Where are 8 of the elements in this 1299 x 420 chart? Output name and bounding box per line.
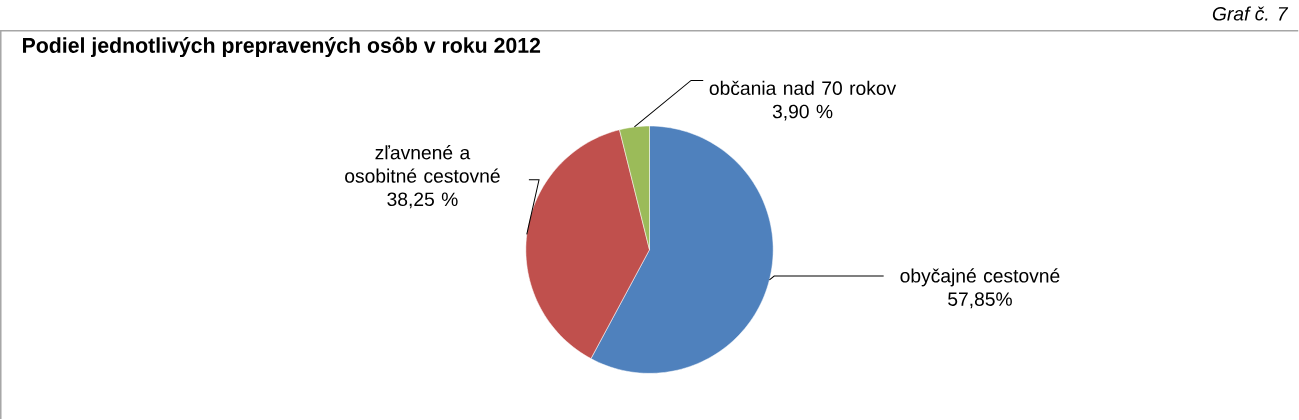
slice-label: občania nad 70 rokov <box>709 80 897 96</box>
slice-label: obyčajné cestovné <box>900 268 1060 287</box>
data-label: 3,90 % <box>772 104 833 121</box>
text: Graf č. 7 <box>1212 6 1289 21</box>
data-label: 57,85% <box>948 292 1012 309</box>
slice-label: zľavnené a osobitné cestovné <box>345 145 500 183</box>
data-label: 38,25 % <box>387 192 458 209</box>
chart-title: Podiel jednotlivých prepravených osôb v roku 2012 <box>23 36 541 58</box>
